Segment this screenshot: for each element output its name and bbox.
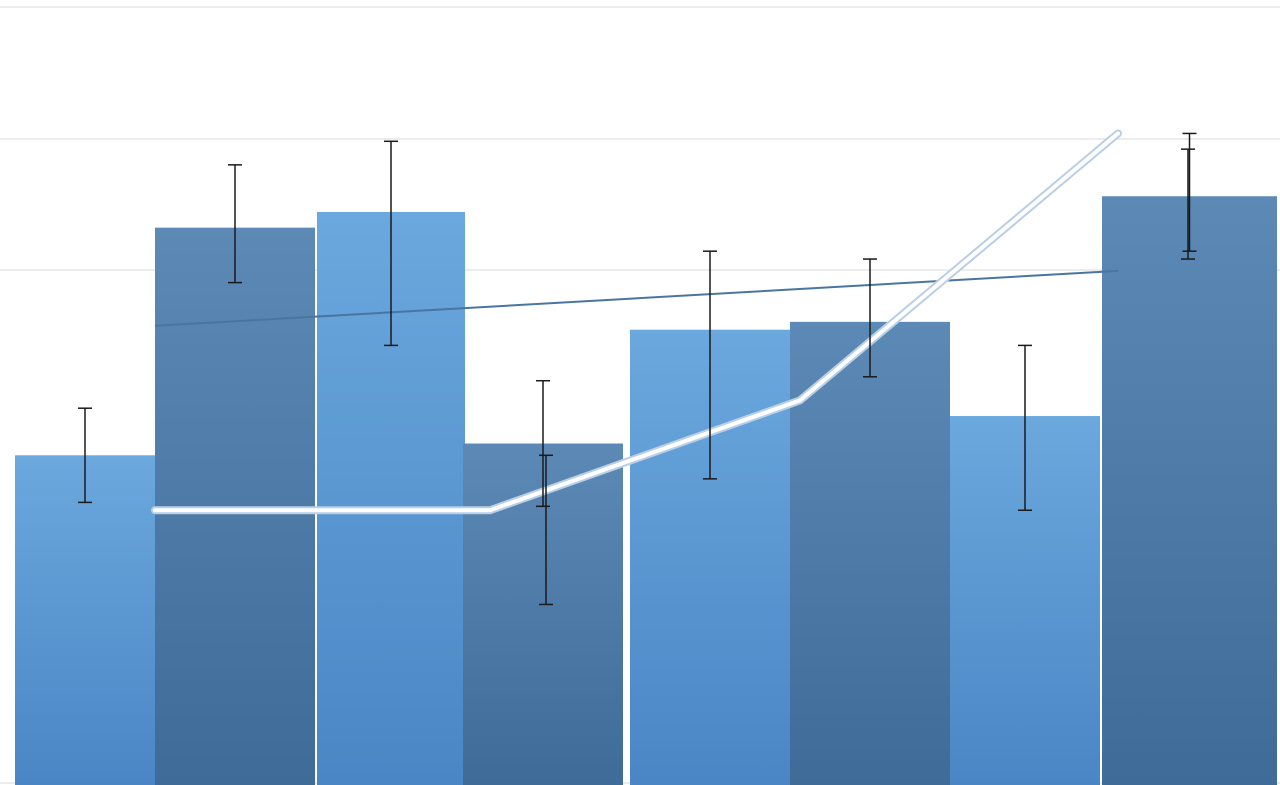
combo-bar-line-chart xyxy=(0,0,1280,785)
chart-container xyxy=(0,0,1280,785)
bar-front-0 xyxy=(15,455,155,785)
bar-back-3 xyxy=(1102,196,1277,785)
bars-layer xyxy=(15,196,1277,785)
